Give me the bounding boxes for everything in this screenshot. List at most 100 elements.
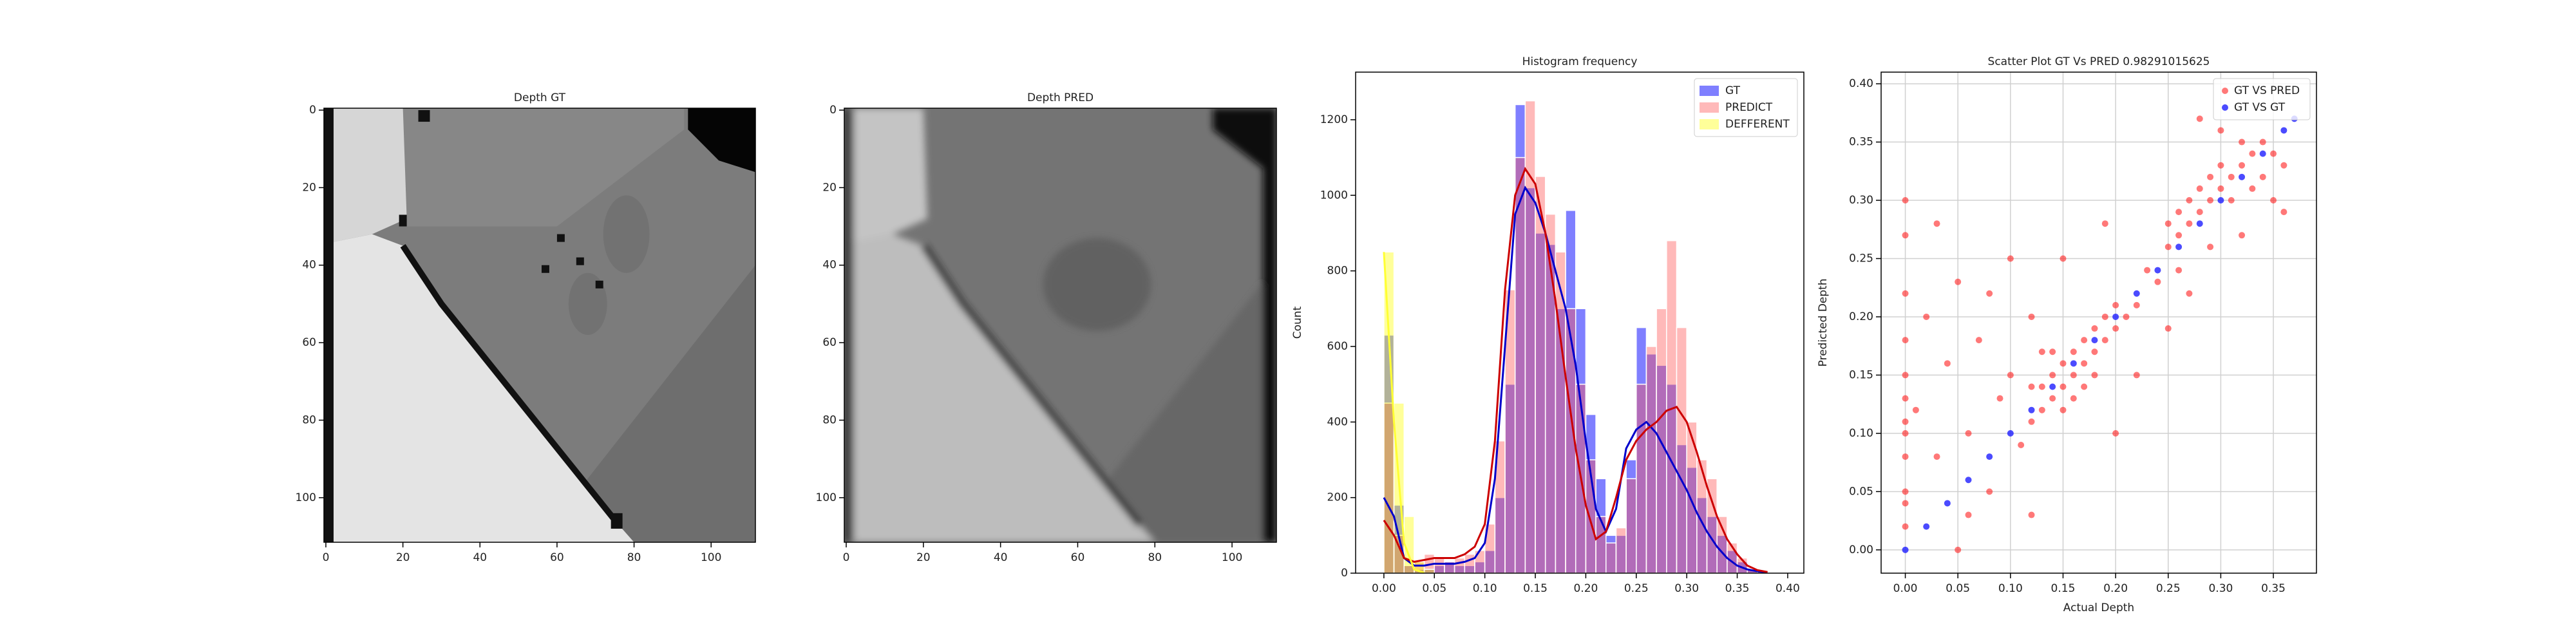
scatter-point <box>1902 418 1909 425</box>
scatter-point <box>1902 197 1909 204</box>
histogram-bar <box>1474 550 1486 574</box>
x-axis-label: Actual Depth <box>2063 601 2134 614</box>
y-tick-label: 0.25 <box>1849 252 1873 265</box>
scatter-point <box>1955 546 1962 553</box>
x-tick-label: 0.10 <box>1998 582 2023 595</box>
y-tick-label: 20 <box>822 181 837 194</box>
x-tick-label: 0.20 <box>1573 582 1598 595</box>
scatter-point <box>1944 500 1951 507</box>
scatter-point <box>2133 301 2140 308</box>
y-tick-label: 0.40 <box>1849 77 1873 90</box>
x-tick-label: 0.40 <box>1776 582 1800 595</box>
axes-frame <box>1880 71 2317 574</box>
x-tick-label: 0.05 <box>1946 582 1970 595</box>
histogram-bar <box>1615 527 1627 574</box>
y-tick-label: 200 <box>1327 491 1348 504</box>
scatter-point <box>1902 523 1909 530</box>
y-axis-label: Count <box>1291 306 1304 339</box>
x-tick-label: 0.00 <box>1372 582 1396 595</box>
scatter-point <box>2207 197 2214 204</box>
scatter-point <box>2164 243 2172 251</box>
scatter-point <box>2070 348 2077 355</box>
x-tick-label: 0.15 <box>1523 582 1548 595</box>
scatter-point <box>1965 430 1972 437</box>
x-tick-label: 60 <box>1071 551 1085 564</box>
x-tick-label: 0 <box>843 551 850 564</box>
depth-pred-image <box>844 108 1276 542</box>
image-content <box>844 108 1276 542</box>
image-spot <box>576 257 584 265</box>
scatter-point <box>1902 337 1909 344</box>
scatter-point <box>2060 406 2067 413</box>
scatter-point <box>2101 337 2108 344</box>
y-tick-label: 400 <box>1327 415 1348 428</box>
image-region <box>1213 108 1276 542</box>
scatter-point <box>1923 313 1930 320</box>
scatter-point <box>2081 383 2088 390</box>
legend-label: GT VS PRED <box>2234 84 2300 97</box>
panel-title: Depth PRED <box>1027 91 1094 104</box>
x-tick-label: 0 <box>323 551 330 564</box>
scatter-point <box>2018 441 2025 448</box>
image-spot <box>541 265 549 273</box>
kde-line <box>1383 185 1768 574</box>
scatter-point <box>2123 313 2130 320</box>
image-region <box>853 234 1155 542</box>
y-tick-label: 60 <box>822 336 837 349</box>
axes-frame <box>844 108 1277 543</box>
scatter-point <box>2186 220 2193 227</box>
scatter-point <box>2101 220 2108 227</box>
scatter-point <box>2028 511 2035 518</box>
scatter-point <box>2249 185 2256 192</box>
scatter-point <box>2154 267 2161 274</box>
y-tick-label: 1200 <box>1320 113 1348 126</box>
y-tick-label: 800 <box>1327 265 1348 278</box>
image-spot <box>556 234 565 242</box>
panel-title: Scatter Plot GT Vs PRED 0.98291015625 <box>1988 55 2210 68</box>
legend-label: GT VS GT <box>2234 101 2286 114</box>
scatter-point <box>2060 255 2067 262</box>
image-region <box>324 108 334 542</box>
image-region <box>688 108 755 173</box>
x-tick-label: 0.30 <box>2208 582 2233 595</box>
scatter-point <box>2049 348 2056 355</box>
scatter-point <box>2196 220 2203 227</box>
scatter-point <box>2112 301 2119 308</box>
y-tick-label: 80 <box>822 413 837 426</box>
scatter-point <box>2144 267 2151 274</box>
scatter-point <box>1933 220 1940 227</box>
scatter-point <box>2038 348 2045 355</box>
image-region <box>853 108 927 242</box>
scatter-point <box>2217 162 2224 169</box>
y-tick-label: 80 <box>302 413 316 426</box>
y-tick-label: 0.30 <box>1849 194 1873 207</box>
scatter-point <box>2270 150 2277 157</box>
histogram-bar <box>1595 516 1607 574</box>
histogram-bar <box>1636 383 1647 574</box>
scatter-point <box>2196 115 2203 122</box>
scatter-point <box>1902 488 1909 495</box>
y-tick-label: 0.35 <box>1849 136 1873 149</box>
scatter-point <box>1912 406 1919 413</box>
scatter-point <box>2112 313 2119 320</box>
scatter-point <box>2070 360 2077 367</box>
legend-label: DEFFERENT <box>1725 118 1790 131</box>
scatter-point <box>2207 243 2214 251</box>
y-tick-label: 0 <box>309 104 316 117</box>
y-tick-label: 600 <box>1327 340 1348 353</box>
scatter-point <box>2207 173 2214 180</box>
scatter-point <box>2217 197 2224 204</box>
scatter-point <box>2175 243 2183 251</box>
y-tick-label: 0 <box>829 104 837 117</box>
scatter-point <box>2270 197 2277 204</box>
scatter-point <box>1902 395 1909 402</box>
scatter-point <box>2038 406 2045 413</box>
histogram-bar <box>1605 542 1617 574</box>
x-tick-label: 0.25 <box>1624 582 1649 595</box>
y-tick-label: 0 <box>1341 567 1348 580</box>
scatter-point <box>2217 127 2224 134</box>
scatter-point <box>2028 383 2035 390</box>
image-region <box>333 108 407 242</box>
scatter-point <box>2091 325 2098 332</box>
